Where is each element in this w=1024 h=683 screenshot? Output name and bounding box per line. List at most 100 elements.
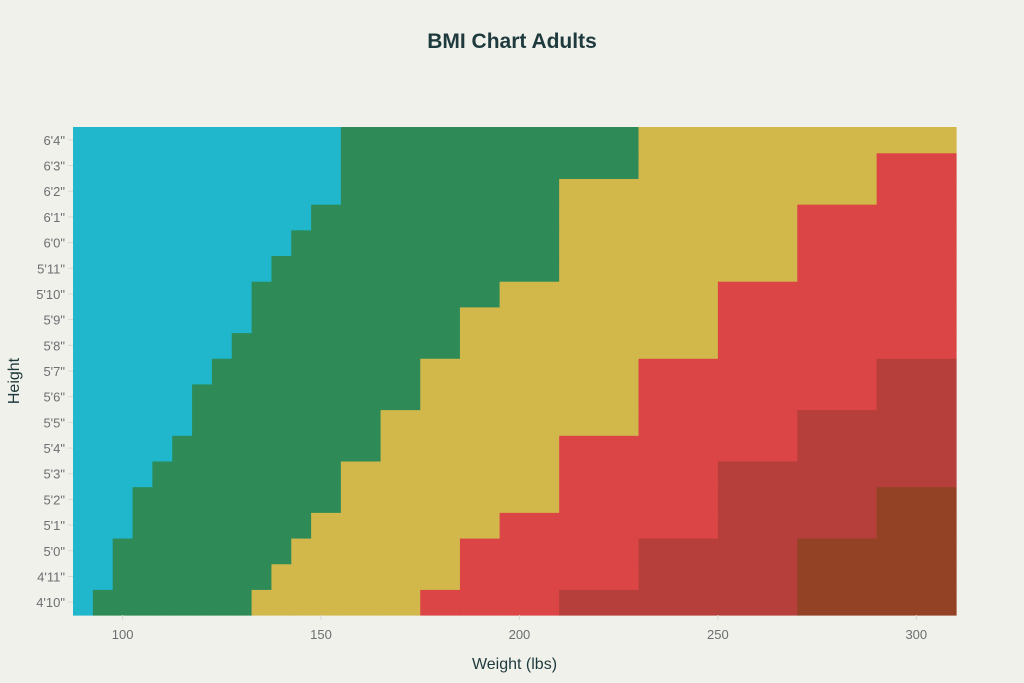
heatmap-cell	[231, 255, 253, 282]
heatmap-cell	[559, 229, 640, 257]
heatmap-cell	[291, 332, 312, 359]
heatmap-cell	[459, 409, 501, 436]
y-tick-label: 6'4"	[43, 133, 65, 148]
heatmap-cell	[172, 358, 193, 385]
heatmap-cell	[231, 204, 253, 231]
heatmap-cell	[499, 537, 560, 565]
heatmap-cell	[559, 255, 640, 282]
heatmap-cell	[420, 589, 461, 616]
heatmap-cell	[559, 152, 640, 179]
heatmap-cell	[152, 152, 173, 179]
heatmap-cell	[876, 152, 957, 179]
heatmap-cell	[112, 435, 134, 462]
heatmap-cell	[638, 358, 719, 385]
heatmap-cell	[271, 255, 292, 282]
heatmap-cell	[559, 589, 640, 616]
heatmap-cell	[152, 178, 173, 205]
heatmap-cell	[73, 127, 94, 154]
heatmap-cell	[251, 512, 273, 539]
heatmap-cell	[73, 306, 94, 334]
heatmap-cell	[192, 255, 213, 282]
heatmap-cell	[459, 486, 501, 513]
heatmap-cell	[92, 589, 114, 616]
heatmap-cell	[152, 127, 173, 154]
heatmap-cell	[340, 152, 382, 179]
heatmap-cell	[172, 537, 193, 565]
heatmap-cell	[559, 306, 640, 334]
heatmap-cell	[112, 332, 134, 359]
heatmap-cell	[311, 409, 342, 436]
heatmap-cell	[231, 435, 253, 462]
heatmap-cell	[559, 204, 640, 231]
heatmap-cell	[172, 460, 193, 488]
heatmap-cell	[92, 460, 114, 488]
heatmap-cell	[73, 537, 94, 565]
heatmap-cell	[499, 152, 560, 179]
heatmap-cell	[459, 281, 501, 308]
heatmap-cell	[311, 255, 342, 282]
heatmap-cell	[340, 383, 382, 411]
heatmap-cell	[717, 537, 798, 565]
heatmap-cell	[638, 537, 719, 565]
heatmap-cell	[231, 460, 253, 488]
heatmap-cell	[797, 383, 878, 411]
heatmap-cell	[152, 460, 173, 488]
heatmap-cell	[271, 512, 292, 539]
chart-title: BMI Chart Adults	[427, 30, 597, 53]
heatmap-cell	[192, 127, 213, 154]
heatmap-cell	[211, 178, 233, 205]
y-axis-ticks: 4'10" 4'11" 5'0" 5'1" 5'2" 5'3" 5'4" 5'5" 5'6" 5'…	[36, 133, 73, 610]
heatmap-cell	[251, 460, 273, 488]
heatmap-cell	[152, 563, 173, 590]
y-tick-label: 6'0"	[43, 236, 65, 251]
heatmap-cell	[717, 486, 798, 513]
heatmap-cell	[231, 383, 253, 411]
heatmap-cell	[420, 332, 461, 359]
heatmap-cell	[152, 486, 173, 513]
heatmap-cell	[271, 409, 292, 436]
heatmap-cell	[152, 255, 173, 282]
heatmap-cell	[311, 306, 342, 334]
heatmap-cell	[559, 281, 640, 308]
heatmap-cell	[876, 563, 957, 590]
heatmap-cell	[559, 332, 640, 359]
heatmap-cell	[291, 409, 312, 436]
heatmap-cell	[420, 358, 461, 385]
heatmap-cell	[231, 152, 253, 179]
heatmap-cell	[420, 204, 461, 231]
heatmap-cell	[420, 229, 461, 257]
heatmap-cell	[251, 204, 273, 231]
heatmap-cell	[132, 358, 153, 385]
heatmap-cell	[172, 563, 193, 590]
heatmap-cell	[192, 409, 213, 436]
heatmap-cell	[559, 460, 640, 488]
y-tick-label: 4'11"	[37, 569, 65, 584]
heatmap-cell	[380, 127, 421, 154]
x-axis-label: Weight (lbs)	[471, 656, 558, 673]
heatmap-cell	[192, 281, 213, 308]
heatmap-cell	[112, 358, 134, 385]
heatmap-cell	[311, 435, 342, 462]
heatmap-cell	[380, 537, 421, 565]
heatmap-cell	[797, 255, 878, 282]
heatmap-cell	[73, 281, 94, 308]
heatmap-cell	[172, 127, 193, 154]
heatmap-cell	[797, 306, 878, 334]
heatmap-cell	[459, 204, 501, 231]
x-tick-label: 300	[905, 627, 927, 642]
heatmap-cell	[380, 204, 421, 231]
heatmap-cell	[638, 383, 719, 411]
heatmap-cell	[112, 306, 134, 334]
heatmap-cell	[73, 229, 94, 257]
heatmap-cell	[459, 358, 501, 385]
heatmap-cell	[311, 563, 342, 590]
heatmap-cell	[152, 204, 173, 231]
heatmap-cell	[172, 409, 193, 436]
y-tick-label: 5'2"	[43, 492, 65, 507]
heatmap-cell	[73, 409, 94, 436]
heatmap-cell	[380, 178, 421, 205]
heatmap-cell	[340, 306, 382, 334]
heatmap-cell	[251, 409, 273, 436]
heatmap-cell	[340, 460, 382, 488]
heatmap-cell	[311, 358, 342, 385]
